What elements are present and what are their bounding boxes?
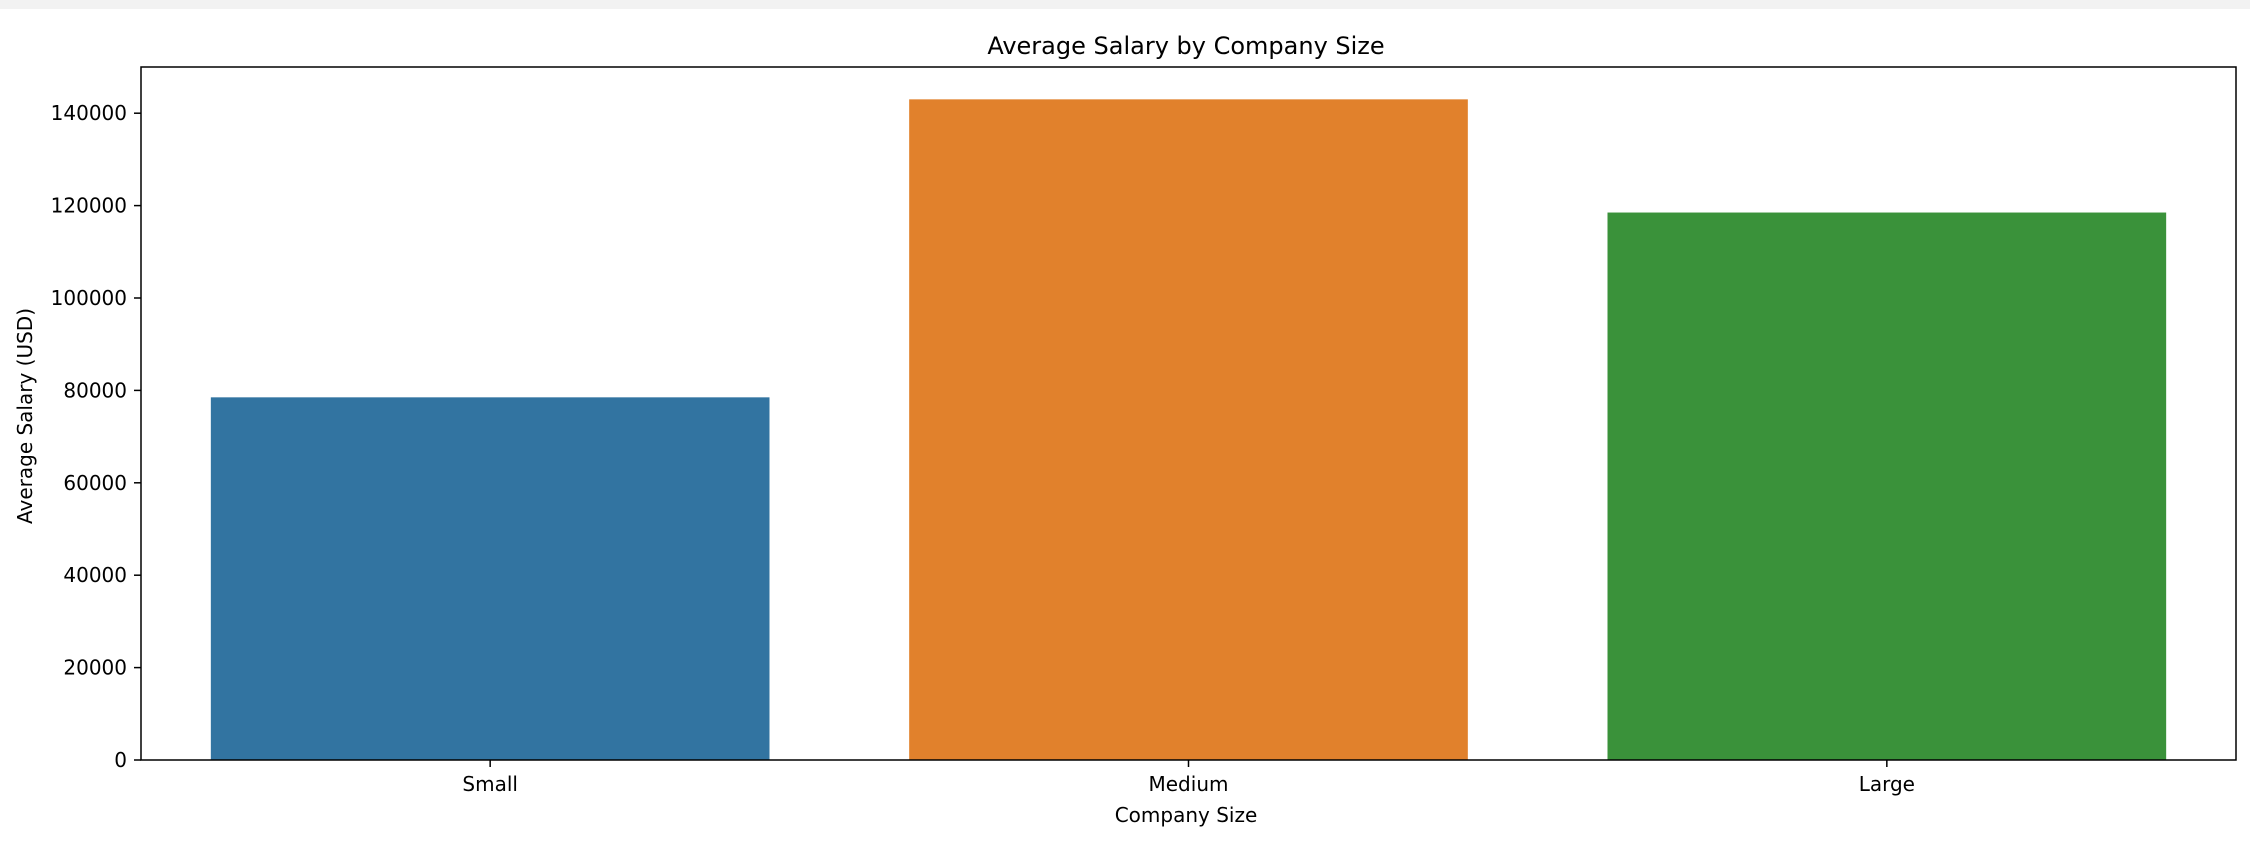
x-ticks-layer: Small Medium Large — [462, 760, 1915, 796]
x-tick-label: Small — [462, 772, 518, 796]
y-axis-label-group: Average Salary (USD) — [13, 308, 37, 524]
x-tick-label: Medium — [1149, 772, 1229, 796]
y-tick-label: 0 — [114, 748, 127, 772]
top-strip — [0, 0, 2250, 9]
bar-small — [210, 397, 770, 760]
x-axis-label: Company Size — [1115, 803, 1258, 827]
bar-medium — [909, 99, 1468, 761]
bars-layer — [210, 99, 2167, 761]
plot-area-frame — [140, 66, 2237, 761]
bar-large — [1607, 212, 2167, 760]
y-tick-label: 20000 — [63, 656, 127, 680]
y-tick-label: 100000 — [51, 286, 127, 310]
y-ticks-layer: 0 20000 40000 60000 80000 100000 120000 140000 — [51, 101, 141, 772]
y-tick-label: 140000 — [51, 101, 127, 125]
y-tick-label: 60000 — [63, 471, 127, 495]
y-tick-label: 40000 — [63, 563, 127, 587]
y-axis-label: Average Salary (USD) — [13, 308, 37, 524]
y-tick-label: 120000 — [51, 194, 127, 218]
x-tick-label: Large — [1859, 772, 1915, 796]
chart-title: Average Salary by Company Size — [987, 32, 1384, 60]
y-tick-label: 80000 — [63, 378, 127, 402]
